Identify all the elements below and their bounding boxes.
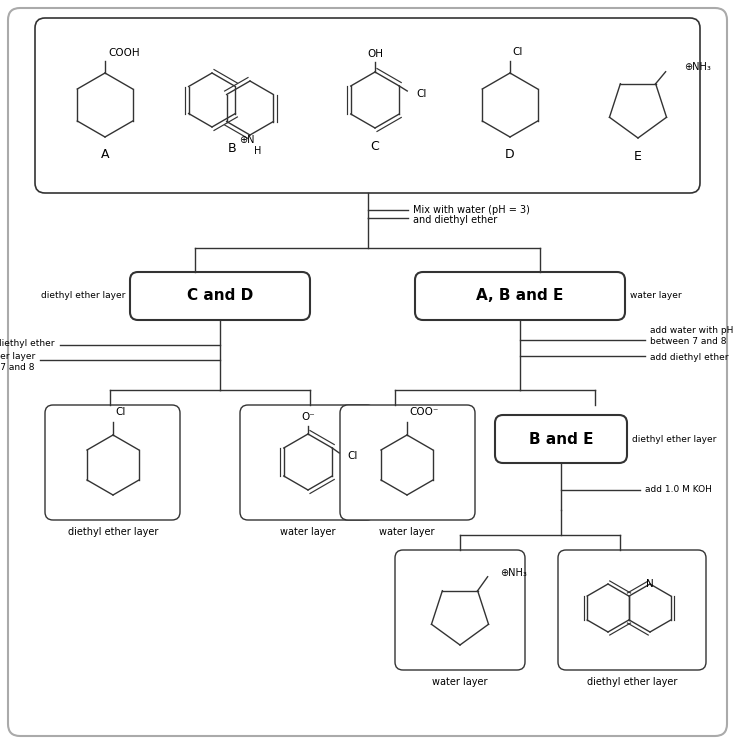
- Text: add water with pH
between 7 and 8: add water with pH between 7 and 8: [650, 326, 734, 346]
- Text: C: C: [370, 139, 379, 153]
- Text: E: E: [634, 150, 642, 162]
- Text: B: B: [228, 143, 237, 155]
- FancyBboxPatch shape: [415, 272, 625, 320]
- Text: COO⁻: COO⁻: [409, 407, 438, 417]
- Text: D: D: [505, 149, 514, 161]
- Text: Cl: Cl: [347, 451, 358, 461]
- Text: COOH: COOH: [108, 48, 140, 58]
- Text: water layer: water layer: [432, 677, 488, 687]
- FancyBboxPatch shape: [130, 272, 310, 320]
- FancyBboxPatch shape: [495, 415, 627, 463]
- Text: N: N: [646, 579, 654, 589]
- FancyBboxPatch shape: [8, 8, 727, 736]
- Text: H: H: [254, 146, 262, 156]
- Text: B and E: B and E: [528, 432, 593, 446]
- Text: ⊕NH₃: ⊕NH₃: [684, 62, 711, 71]
- Text: add 1.0 M KOH: add 1.0 M KOH: [645, 484, 712, 493]
- FancyBboxPatch shape: [395, 550, 525, 670]
- Text: diethyl ether layer: diethyl ether layer: [632, 434, 717, 443]
- Text: and diethyl ether: and diethyl ether: [413, 215, 498, 225]
- Text: A, B and E: A, B and E: [476, 289, 564, 304]
- FancyBboxPatch shape: [558, 550, 706, 670]
- Text: diethyl ether layer: diethyl ether layer: [40, 292, 125, 301]
- Text: Mix with water (pH = 3): Mix with water (pH = 3): [413, 205, 530, 215]
- Text: A: A: [101, 149, 110, 161]
- Text: C and D: C and D: [187, 289, 253, 304]
- Text: water layer: water layer: [379, 527, 434, 537]
- Text: adjust the pH of water layer
to between 7 and 8: adjust the pH of water layer to between …: [0, 352, 35, 372]
- Text: ⊕NH₃: ⊕NH₃: [500, 568, 526, 578]
- FancyBboxPatch shape: [35, 18, 700, 193]
- Text: add diethyl ether: add diethyl ether: [650, 353, 728, 362]
- Text: diethyl ether layer: diethyl ether layer: [68, 527, 158, 537]
- Text: Cl: Cl: [512, 47, 523, 57]
- Text: ⊕N: ⊕N: [240, 135, 255, 145]
- Text: water layer: water layer: [280, 527, 336, 537]
- Text: water layer: water layer: [630, 292, 681, 301]
- Text: O⁻: O⁻: [301, 412, 315, 422]
- FancyBboxPatch shape: [340, 405, 475, 520]
- Text: Cl: Cl: [416, 89, 426, 99]
- FancyBboxPatch shape: [240, 405, 375, 520]
- Text: Cl: Cl: [115, 407, 126, 417]
- Text: diethyl ether layer: diethyl ether layer: [587, 677, 677, 687]
- Text: add diethyl ether: add diethyl ether: [0, 339, 55, 348]
- Text: OH: OH: [367, 49, 383, 59]
- FancyBboxPatch shape: [45, 405, 180, 520]
